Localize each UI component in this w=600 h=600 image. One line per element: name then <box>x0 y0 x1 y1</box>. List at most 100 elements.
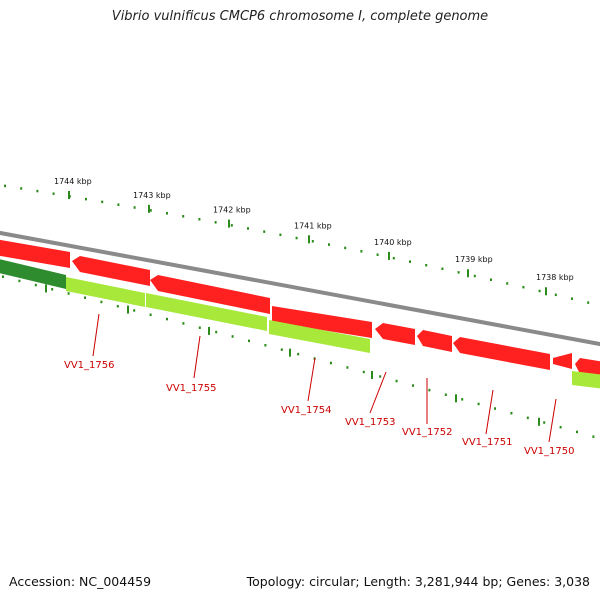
scale-tick-label: 1739 kbp <box>455 255 493 264</box>
minor-tick <box>522 285 525 289</box>
inner-major-tick <box>371 370 373 379</box>
inner-minor-tick <box>18 279 21 283</box>
minor-tick <box>392 256 395 260</box>
scale-tick-label: 1738 kbp <box>536 273 574 282</box>
gene-label: VV1_1754 <box>281 405 332 416</box>
major-tick <box>148 204 150 213</box>
gene-label: VV1_1753 <box>345 417 396 428</box>
inner-minor-tick <box>576 430 578 434</box>
minor-tick <box>344 246 347 250</box>
minor-tick <box>441 267 444 271</box>
reverse-gene-arrow <box>66 277 145 307</box>
reverse-strand-track <box>0 259 600 389</box>
inner-minor-tick <box>34 283 37 287</box>
label-leader <box>193 335 201 379</box>
minor-tick <box>571 297 573 300</box>
gene-label: VV1_1752 <box>402 427 453 438</box>
major-tick <box>467 269 469 278</box>
inner-major-tick <box>538 417 540 426</box>
backbone-line <box>0 230 600 347</box>
minor-tick <box>328 243 330 246</box>
map-title: Vibrio vulnificus CMCP6 chromosome I, co… <box>111 9 489 24</box>
minor-tick <box>295 236 298 240</box>
inner-minor-tick <box>526 416 529 420</box>
minor-tick <box>133 206 136 209</box>
minor-tick <box>263 230 266 233</box>
major-tick <box>545 287 547 296</box>
inner-minor-tick <box>510 411 513 415</box>
inner-minor-tick <box>559 425 562 429</box>
minor-tick <box>198 218 201 221</box>
inner-minor-tick <box>395 379 398 383</box>
scale-tick-label: 1743 kbp <box>133 191 171 200</box>
scale-tick-label: 1744 kbp <box>54 177 92 186</box>
forward-gene-arrow <box>375 323 415 345</box>
forward-gene-arrow <box>453 337 550 370</box>
minor-tick <box>376 253 379 256</box>
gene-leaders <box>92 313 557 443</box>
minor-tick <box>101 200 104 204</box>
reverse-gene-arrow <box>146 293 267 331</box>
major-tick <box>388 251 390 260</box>
inner-minor-tick <box>330 361 332 365</box>
major-tick <box>308 235 310 244</box>
gene-label: VV1_1755 <box>166 383 217 394</box>
inner-minor-tick <box>412 384 414 387</box>
inner-minor-tick <box>149 313 152 317</box>
inner-minor-tick <box>84 296 86 299</box>
minor-tick <box>117 203 120 206</box>
label-leader <box>307 357 316 402</box>
minor-tick <box>20 187 23 190</box>
inner-major-tick <box>455 394 457 403</box>
minor-tick <box>279 233 282 237</box>
inner-minor-tick <box>133 309 136 312</box>
forward-gene-arrow <box>0 239 70 268</box>
label-leader <box>485 389 494 435</box>
inner-minor-tick <box>264 343 267 347</box>
minor-tick <box>473 274 476 278</box>
reverse-gene-arrow <box>269 320 370 353</box>
scale-tick-label: 1741 kbp <box>294 221 332 230</box>
genome-stats-text: Topology: circular; Length: 3,281,944 bp… <box>246 574 590 589</box>
major-tick <box>228 219 230 228</box>
inner-minor-tick <box>494 407 496 410</box>
minor-tick <box>52 192 55 195</box>
label-leader <box>548 398 557 443</box>
minor-tick <box>425 263 428 267</box>
minor-tick <box>149 209 152 212</box>
scale-tick-label: 1742 kbp <box>213 206 251 215</box>
inner-major-tick <box>208 326 210 335</box>
forward-gene-arrow <box>553 353 572 369</box>
inner-minor-tick <box>67 292 70 295</box>
minor-tick <box>554 293 557 297</box>
minor-tick <box>85 197 87 201</box>
minor-tick <box>4 184 6 188</box>
minor-tick <box>360 250 363 253</box>
minor-tick <box>490 278 492 281</box>
minor-tick <box>311 240 314 243</box>
label-leader <box>369 371 387 414</box>
inner-minor-tick <box>543 421 546 424</box>
inner-major-tick <box>45 284 47 293</box>
inner-minor-tick <box>297 352 300 356</box>
inner-minor-tick <box>198 326 201 329</box>
inner-minor-tick <box>116 304 119 308</box>
inner-minor-tick <box>379 375 382 378</box>
minor-tick <box>36 189 39 193</box>
minor-tick <box>247 227 249 230</box>
reverse-gene-arrow <box>0 259 66 289</box>
forward-gene-arrow <box>72 256 150 286</box>
minor-tick <box>214 221 217 224</box>
inner-minor-tick <box>280 348 283 351</box>
inner-minor-tick <box>461 398 464 401</box>
accession-text: Accession: NC_004459 <box>9 574 152 589</box>
inner-minor-tick <box>362 370 365 374</box>
inner-minor-tick <box>444 393 447 396</box>
inner-minor-tick <box>477 402 480 406</box>
inner-minor-tick <box>231 335 234 338</box>
inner-minor-tick <box>100 300 103 304</box>
inner-tick-ring <box>2 275 595 438</box>
gene-label: VV1_1756 <box>64 360 115 371</box>
gene-labels: VV1_1756 VV1_1755 VV1_1754 VV1_1753 VV1_… <box>64 360 575 457</box>
